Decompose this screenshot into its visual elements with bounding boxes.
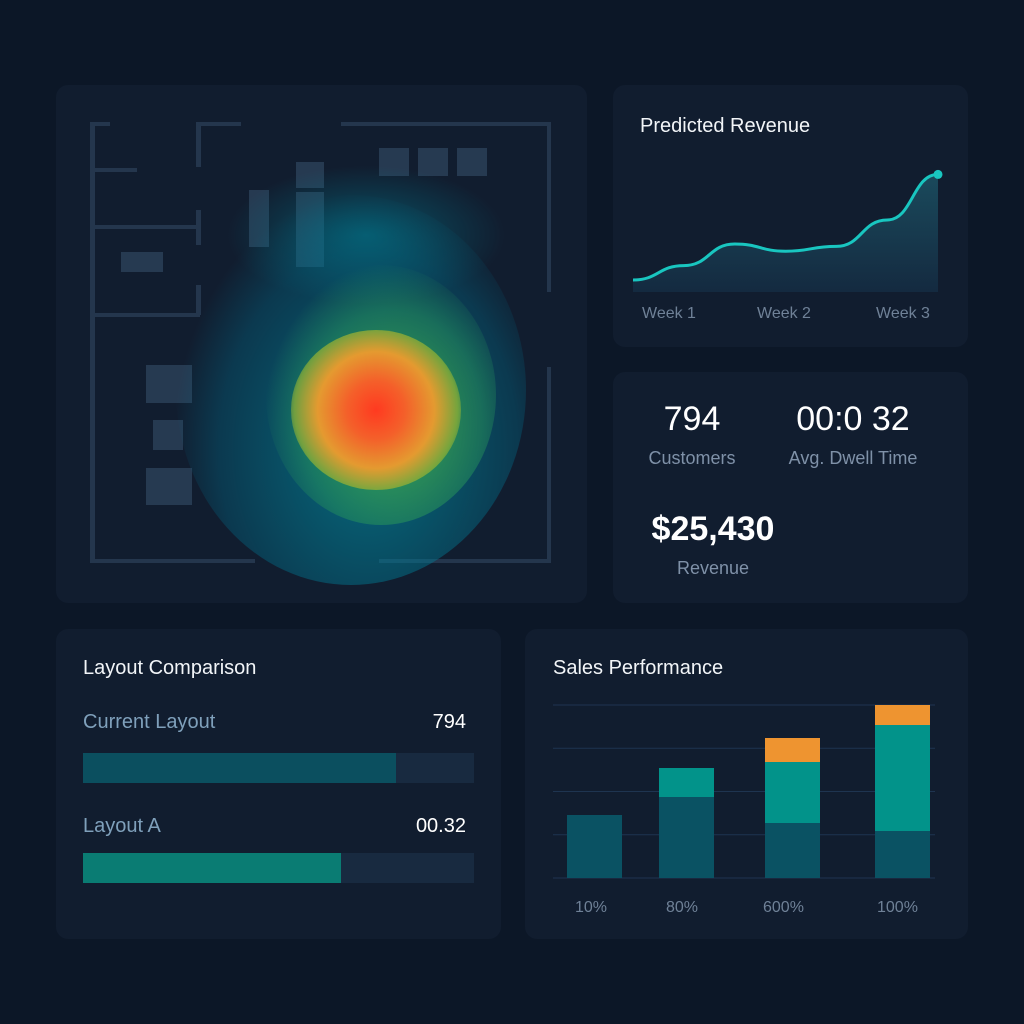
- revenue-value: $25,430: [651, 510, 775, 548]
- customers-value: 794: [663, 400, 721, 438]
- layout-comparison-title: Layout Comparison: [83, 657, 257, 679]
- bar-top: [875, 705, 930, 725]
- bar-base: [765, 823, 820, 878]
- layout-comparison-card: Layout Comparison: [56, 629, 501, 939]
- current-layout-bar: [83, 753, 474, 783]
- layout-a-value: 00.32: [415, 815, 466, 837]
- x-label: 10%: [575, 899, 608, 916]
- bar-mid: [875, 725, 930, 831]
- bar-base: [567, 815, 622, 878]
- x-label: 100%: [877, 899, 918, 916]
- revenue-label: Revenue: [676, 558, 750, 578]
- current-layout-label: Current Layout: [83, 711, 216, 733]
- bar-base: [875, 831, 930, 878]
- bar-mid: [765, 762, 820, 823]
- x-label: 80%: [666, 899, 699, 916]
- dwell-time-label: Avg. Dwell Time: [788, 448, 918, 468]
- bar-top: [765, 738, 820, 762]
- x-label: 600%: [763, 899, 804, 916]
- sales-performance-title: Sales Performance: [553, 657, 724, 679]
- heatmap-card[interactable]: [56, 85, 587, 603]
- layout-a-label: Layout A: [83, 815, 161, 837]
- bar-mid: [659, 768, 714, 797]
- bar-base: [659, 797, 714, 878]
- revenue-endpoint: [933, 169, 943, 179]
- x-label-week3: Week 3: [876, 305, 930, 322]
- layout-a-bar: [83, 853, 474, 883]
- predicted-revenue-title: Predicted Revenue: [640, 115, 811, 137]
- dwell-time-value: 00:0 32: [796, 400, 910, 438]
- heat-zone-hot: [291, 330, 461, 490]
- current-layout-value: 794: [432, 711, 466, 733]
- sales-bar-chart: [553, 704, 935, 879]
- x-label-week1: Week 1: [642, 305, 696, 322]
- revenue-area: [633, 174, 938, 292]
- predicted-revenue-card: Predicted Revenue Week 1 Week 2 Week 3: [613, 85, 968, 347]
- stats-card: 794 Customers 00:0 32 Avg. Dwell Time $2…: [613, 372, 968, 603]
- revenue-line-chart: [633, 169, 943, 292]
- revenue-line: [633, 172, 939, 282]
- x-label-week2: Week 2: [757, 305, 811, 322]
- customers-label: Customers: [648, 448, 736, 468]
- sales-performance-card: Sales Performance 10% 80% 600% 100%: [525, 629, 968, 939]
